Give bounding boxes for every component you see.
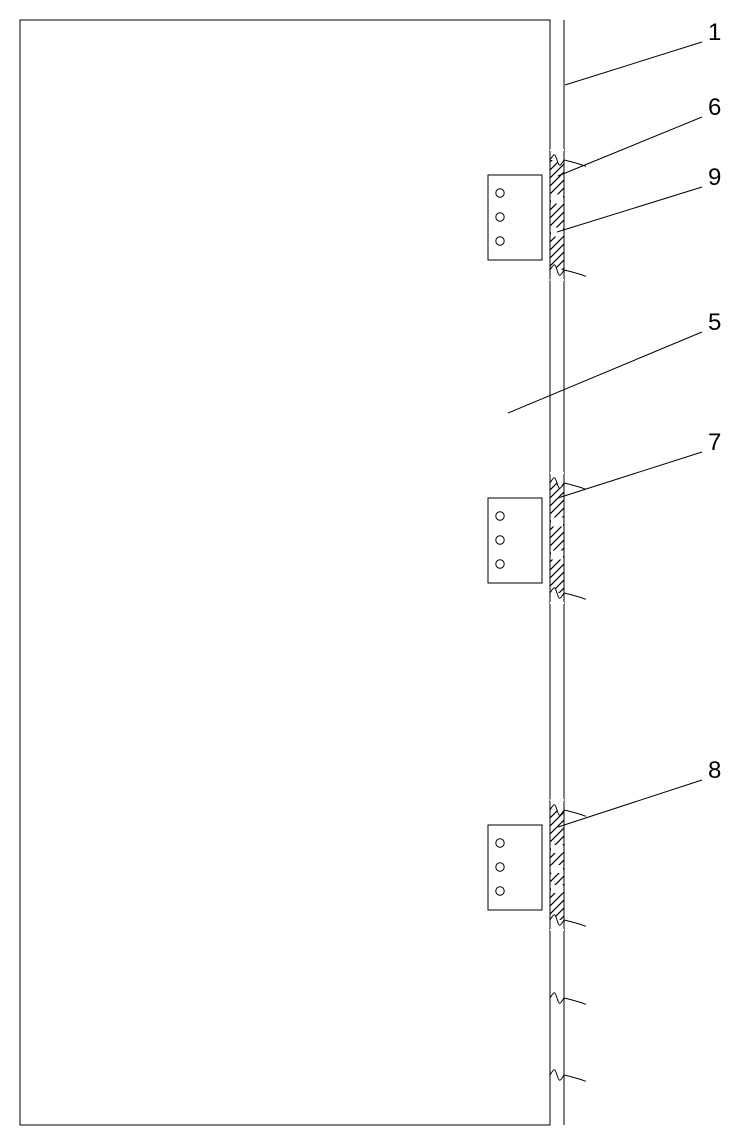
leader-line [565,42,702,85]
hinge-section-hatch [550,160,564,270]
break-tail [564,998,586,1004]
hinge-screw-hole [496,536,504,544]
hinge-screw-hole [496,189,504,197]
break-tail [564,593,586,599]
technical-diagram: 1 6 9 5 7 8 [0,0,735,1146]
hinge-screw-hole [496,863,504,871]
hinge-screw-hole [496,512,504,520]
break-tail [564,483,586,489]
break-tail [564,1075,586,1081]
break-tail [564,920,586,926]
callout-label: 7 [708,429,721,456]
hinge-gap [551,551,563,560]
break-line [550,993,564,1004]
leader-line [558,780,702,827]
hinge-screw-hole [496,887,504,895]
leader-line [558,452,702,498]
break-line [550,1070,564,1081]
leader-line [508,332,702,413]
callout-label: 1 [708,19,721,46]
hinge-screw-hole [496,839,504,847]
hinge-gap [551,845,563,853]
leader-line [557,187,702,232]
hinge-gap [551,885,563,893]
callout-label: 9 [708,164,721,191]
break-tail [564,810,586,816]
break-tail [564,270,586,276]
callout-label: 5 [708,309,721,336]
hinge-screw-hole [496,560,504,568]
hinge-gap [551,195,563,204]
hinge-gap [551,865,563,873]
hinge-gap [551,518,563,527]
callout-label: 6 [708,94,721,121]
hinge-screw-hole [496,237,504,245]
door-leaf [20,20,550,1125]
hinge-section-hatch [550,483,564,593]
hinge-screw-hole [496,213,504,221]
leader-line [558,117,702,176]
callout-label: 8 [708,757,721,784]
